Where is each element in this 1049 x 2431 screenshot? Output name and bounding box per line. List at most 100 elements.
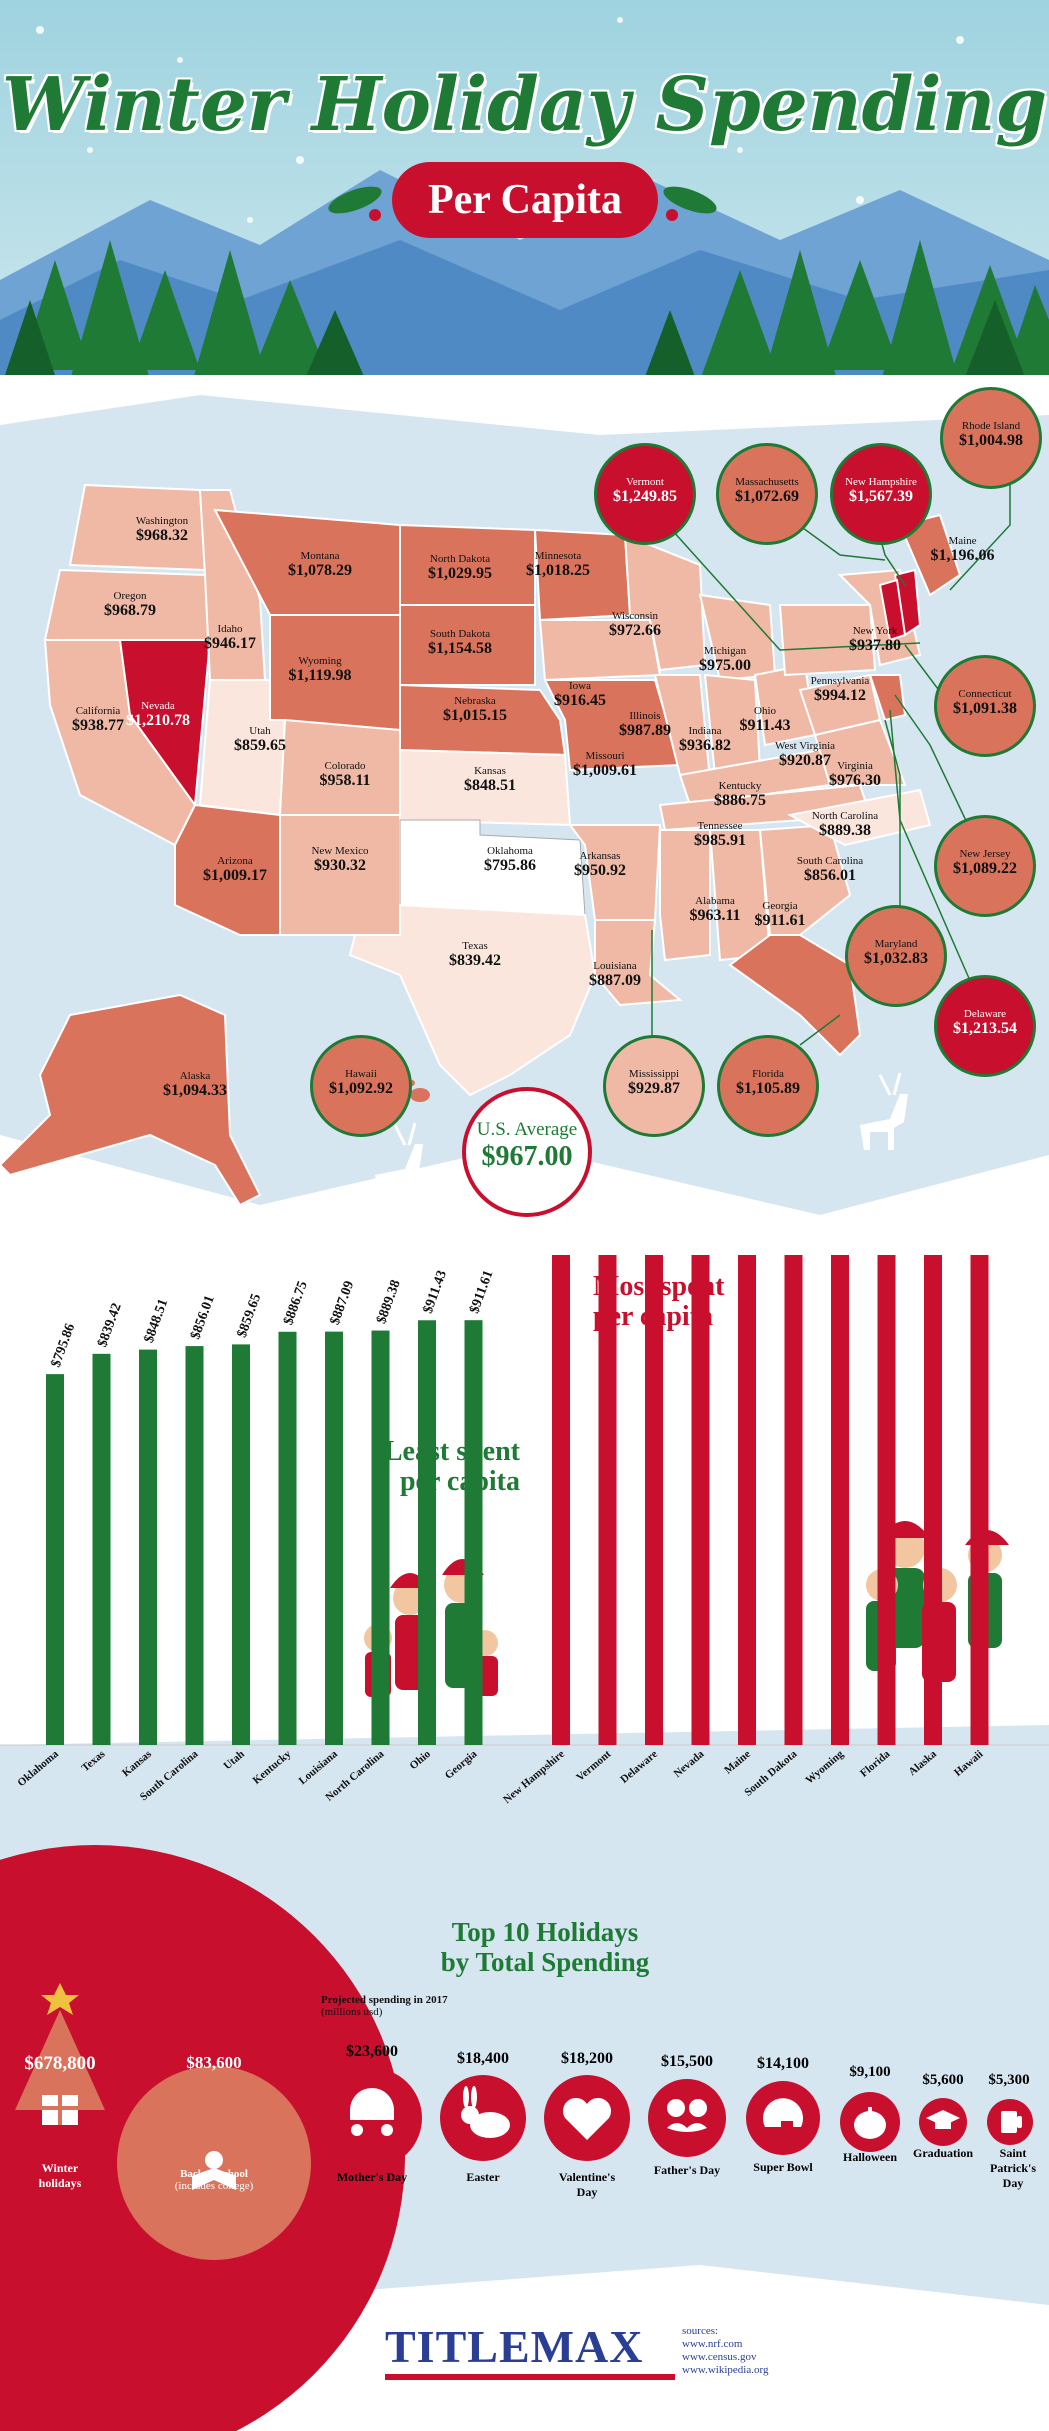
holidays-background — [0, 1825, 1049, 2431]
holiday-name: Father's Day — [653, 2163, 721, 2177]
state-label: North Dakota $1,029.95 — [428, 553, 492, 582]
book-reader-icon — [192, 2151, 236, 2190]
fathers-day-bubble — [648, 2079, 726, 2157]
bar — [970, 1255, 989, 1745]
callout-circle: Connecticut $1,091.38 — [934, 655, 1036, 757]
holly-icon — [328, 186, 717, 221]
holiday-name: Valentine's Day — [558, 2170, 616, 2199]
bar — [924, 1255, 942, 1745]
holidays-subtitle: Projected spending in 2017 (millions usd) — [321, 1994, 448, 2018]
state-label: New York $937.80 — [849, 625, 901, 654]
us-average-value: $967.00 — [481, 1141, 573, 1172]
page-subtitle: Per Capita — [427, 177, 623, 223]
subtitle-pill — [392, 162, 658, 238]
state-label: Montana $1,078.29 — [288, 550, 352, 579]
us-average-badge: U.S. Average $967.00 — [462, 1087, 592, 1217]
source-link[interactable]: www.census.gov — [682, 2351, 757, 2363]
sources: sources: www.nrf.com www.census.gov www.… — [682, 2325, 769, 2376]
bar — [139, 1349, 157, 1745]
brand-logo[interactable]: TITLEMAX — [385, 2322, 675, 2380]
most-spent-title: Most spent per capita — [593, 1271, 725, 1332]
holiday-name: Super Bowl — [753, 2160, 813, 2174]
state-label: Georgia $911.61 — [754, 900, 806, 929]
holiday-value: $18,400 — [457, 2050, 509, 2067]
back-to-school-value: $83,600 — [186, 2053, 242, 2072]
state-label: Utah $859.65 — [234, 725, 286, 754]
bar — [92, 1353, 111, 1745]
state-label: Arizona $1,009.17 — [203, 855, 267, 884]
holiday-value: $18,200 — [561, 2050, 613, 2067]
callout-circle: New Jersey $1,089.22 — [934, 815, 1036, 917]
bar — [877, 1255, 896, 1745]
state-label: Tennessee $985.91 — [694, 820, 746, 849]
state-label: South Carolina $856.01 — [796, 855, 864, 884]
beer-mug-icon — [1001, 2111, 1022, 2133]
state-label: Colorado $958.11 — [319, 760, 371, 789]
mustache-glasses-icon — [667, 2099, 707, 2132]
state-label: Indiana $936.82 — [679, 725, 731, 754]
state-label: Illinois $987.89 — [619, 710, 671, 739]
holiday-name: Halloween — [843, 2150, 897, 2164]
winter-holidays-value: $678,800 — [24, 2053, 96, 2074]
state-label: Nevada $1,210.78 — [126, 700, 190, 729]
bar — [418, 1320, 436, 1745]
state-label: California $938.77 — [72, 705, 124, 734]
graduation-cap-icon — [926, 2110, 960, 2129]
bar — [371, 1330, 390, 1745]
us-average-label: U.S. Average — [476, 1119, 578, 1140]
page-title: Winter Holiday Spending — [1, 62, 1048, 148]
source-link[interactable]: www.wikipedia.org — [682, 2364, 769, 2376]
state-label: Texas $839.42 — [449, 940, 501, 969]
state-label: Kentucky $886.75 — [714, 780, 766, 809]
bar — [185, 1346, 204, 1745]
callout-circle: Massachusetts $1,072.69 — [716, 443, 818, 545]
state-label: Oklahoma $795.86 — [484, 845, 536, 874]
bar — [831, 1255, 849, 1745]
callout-circle: Maryland $1,032.83 — [845, 905, 947, 1007]
bar — [325, 1331, 343, 1745]
state-label: Wyoming $1,119.98 — [288, 655, 352, 684]
back-to-school-label: Back to school (includes college) — [174, 2168, 254, 2192]
football-helmet-icon — [762, 2098, 803, 2127]
bar — [598, 1255, 617, 1745]
state-label: Minnesota $1,018.25 — [526, 550, 590, 579]
bar — [552, 1255, 570, 1745]
source-link[interactable]: www.nrf.com — [682, 2338, 743, 2350]
callout-circle: Delaware $1,213.54 — [934, 975, 1036, 1077]
state-label: Wisconsin $972.66 — [609, 610, 661, 639]
state-label: Idaho $946.17 — [204, 623, 256, 652]
winter-holidays-label: Winter holidays — [38, 2161, 82, 2190]
bar — [691, 1255, 710, 1745]
state-label: North Carolina $889.38 — [811, 810, 879, 839]
state-label: South Dakota $1,154.58 — [428, 628, 492, 657]
state-label: Nebraska $1,015.15 — [443, 695, 507, 724]
deer-icon — [375, 1072, 908, 1200]
callout-circle: Mississippi $929.87 — [603, 1035, 705, 1137]
state-label: Maine $1,196.06 — [930, 535, 995, 564]
state-label: Michigan $975.00 — [699, 645, 751, 674]
bar-charts: $795.86Oklahoma$839.42Texas$848.51Kansas… — [0, 1255, 1049, 1825]
stroller-icon — [350, 2088, 394, 2136]
state-label: Oregon $968.79 — [104, 590, 156, 619]
pine-trees — [20, 240, 1049, 390]
state-label: Louisiana $887.09 — [589, 960, 641, 989]
state-label: Pennsylvania $994.12 — [810, 675, 870, 704]
state-label: Kansas $848.51 — [464, 765, 516, 794]
state-label: Virginia $976.30 — [829, 760, 881, 789]
holiday-name: Mother's Day — [336, 2170, 408, 2184]
callout-circle: Florida $1,105.89 — [717, 1035, 819, 1137]
state-label: Iowa $916.45 — [554, 680, 606, 709]
state-label: Washington $968.32 — [135, 515, 189, 544]
bunny-icon — [461, 2086, 510, 2138]
holiday-value: $5,600 — [922, 2072, 964, 2088]
holidays-title: Top 10 Holidays by Total Spending — [440, 1917, 650, 1977]
bar — [278, 1331, 297, 1745]
bar — [232, 1344, 250, 1745]
holiday-value: $9,100 — [849, 2064, 891, 2080]
holiday-value: $15,500 — [661, 2053, 713, 2070]
christmas-tree-icon — [15, 1983, 105, 2125]
state-label: Missouri $1,009.61 — [573, 750, 637, 779]
state-label: Alabama $963.11 — [689, 895, 741, 924]
pumpkin-icon — [854, 2107, 886, 2139]
